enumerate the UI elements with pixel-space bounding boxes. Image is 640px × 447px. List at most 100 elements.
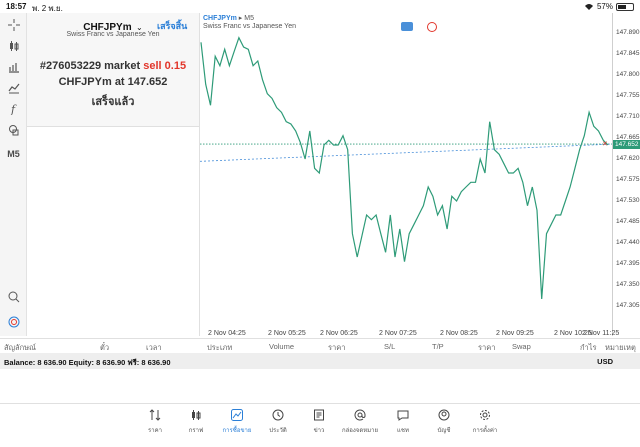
objects-icon[interactable] [4, 122, 23, 138]
chart-plot[interactable]: ✕ [200, 13, 613, 336]
y-tick-label: 147.800 [616, 71, 640, 78]
nav-label: กราฟ [188, 428, 204, 434]
chart-toolbar: f M5 [0, 13, 27, 336]
y-tick-label: 147.575 [616, 176, 640, 183]
y-tick-label: 147.755 [616, 92, 640, 99]
column-ticket[interactable]: ตั๋ว [100, 343, 110, 352]
y-tick-label: 147.620 [616, 155, 640, 162]
column-swap[interactable]: Swap [512, 342, 531, 351]
x-tick-label: 2 Nov 05:25 [268, 330, 306, 337]
column-type[interactable]: ประเภท [207, 343, 233, 352]
x-tick-label: 2 Nov 08:25 [440, 330, 478, 337]
column-price[interactable]: ราคา [328, 343, 346, 352]
balance-summary: Balance: 8 636.90 Equity: 8 636.90 ฟรี: … [4, 358, 171, 367]
order-symbol-description: Swiss Franc vs Japanese Yen [66, 31, 160, 38]
account-currency: USD [597, 357, 613, 366]
order-result-panel: CHFJPYm ⌄ เสร็จสิ้น Swiss Franc vs Japan… [27, 13, 199, 127]
balance-bar: Balance: 8 636.90 Equity: 8 636.90 ฟรี: … [0, 353, 640, 369]
chart-description: Swiss Franc vs Japanese Yen [203, 23, 296, 30]
timeframe-button[interactable]: M5 [7, 149, 20, 159]
chart-symbol: CHFJPYm [203, 15, 237, 22]
nav-mailbox[interactable]: กล่องจดหมาย [340, 409, 380, 435]
arrows-updown-icon [135, 409, 175, 423]
news-icon [299, 409, 339, 423]
nav-label: ข่าว [313, 428, 325, 434]
trade-levels-icon[interactable] [427, 22, 437, 32]
current-price-label: 147.652 [613, 139, 640, 149]
one-click-trading-icon[interactable] [401, 22, 413, 31]
status-date: พ. 2 พ.ย. [32, 4, 63, 13]
price-axis: 147.890 147.845 147.800 147.755 147.710 147.6… [612, 13, 640, 336]
history-icon [258, 409, 298, 423]
nav-chat[interactable]: แชท [383, 409, 423, 435]
y-tick-label: 147.440 [616, 239, 640, 246]
status-time: 18:57 [6, 2, 27, 11]
candles-icon[interactable] [4, 38, 23, 54]
nav-label: แชท [397, 428, 409, 434]
battery-icon [616, 2, 634, 11]
crosshair-icon[interactable] [4, 17, 23, 33]
order-result-line-1: #276053229 market sell 0.15 [27, 60, 199, 72]
column-sl[interactable]: S/L [384, 342, 396, 351]
y-tick-label: 147.890 [616, 29, 640, 36]
y-tick-label: 147.395 [616, 260, 640, 267]
y-tick-label: 147.710 [616, 113, 640, 120]
account-icon [424, 409, 464, 423]
order-symbol[interactable]: CHFJPYm [83, 22, 132, 33]
y-tick-label: 147.530 [616, 197, 640, 204]
x-tick-label: 2 Nov 09:25 [496, 330, 534, 337]
column-comment[interactable]: หมายเหตุ [605, 343, 636, 352]
bars-icon[interactable] [4, 59, 23, 75]
nav-label: กล่องจดหมาย [341, 428, 379, 434]
nav-label: การซื้อขาย [222, 428, 252, 434]
y-tick-label: 147.845 [616, 50, 640, 57]
nav-label: การตั้งค่า [472, 428, 498, 434]
column-tp[interactable]: T/P [432, 342, 444, 351]
x-tick-label: 2 Nov 06:25 [320, 330, 358, 337]
blank-area [27, 127, 199, 336]
nav-label: บัญชี [437, 428, 451, 434]
zoom-icon[interactable] [4, 289, 23, 305]
x-tick-label: 2 Nov 11:25 [582, 330, 620, 337]
nav-settings[interactable]: การตั้งค่า [465, 409, 505, 435]
nav-history[interactable]: ประวัติ [258, 409, 298, 435]
nav-news[interactable]: ข่าว [299, 409, 339, 435]
battery-percent: 57% [596, 2, 613, 11]
chat-icon [383, 409, 423, 423]
order-level-line[interactable] [200, 143, 613, 162]
price-chart[interactable]: ✕ CHFJPYm ▸ M5 Swiss Franc vs Japanese Y… [199, 13, 613, 336]
chevron-down-icon[interactable]: ⌄ [136, 23, 143, 32]
y-tick-label: 147.665 [616, 134, 640, 141]
x-tick-label: 2 Nov 04:25 [208, 330, 246, 337]
nav-account[interactable]: บัญชี [424, 409, 464, 435]
column-symbol[interactable]: สัญลักษณ์ [4, 343, 37, 352]
indicators-icon[interactable] [4, 80, 23, 96]
trade-columns-header: สัญลักษณ์ ตั๋ว เวลา ประเภท Volume ราคา S… [0, 338, 640, 352]
order-result-line-2: CHFJPYm at 147.652 [58, 76, 168, 88]
svg-text:f: f [10, 103, 17, 115]
order-id: #276053229 market [39, 60, 141, 72]
column-profit[interactable]: กำไร [580, 343, 597, 352]
nav-trade[interactable]: การซื้อขาย [217, 409, 257, 435]
wifi-icon [584, 3, 593, 10]
column-volume[interactable]: Volume [269, 342, 295, 351]
done-button[interactable]: เสร็จสิ้น [157, 21, 188, 31]
nav-label: ประวัติ [269, 428, 287, 434]
function-icon[interactable]: f [4, 101, 23, 117]
nav-charts[interactable]: กราฟ [176, 409, 216, 435]
chart-title: CHFJPYm ▸ M5 [203, 15, 254, 22]
sync-icon[interactable] [4, 314, 23, 330]
order-result-status: เสร็จแล้ว [91, 96, 135, 108]
sell-marker-icon: ✕ [602, 141, 608, 148]
chart-timeframe: M5 [244, 15, 254, 22]
status-bar: 18:57 พ. 2 พ.ย. 57% [0, 0, 640, 13]
nav-quotes[interactable]: ราคา [135, 409, 175, 435]
y-tick-label: 147.350 [616, 281, 640, 288]
column-current-price[interactable]: ราคา [478, 343, 496, 352]
column-time[interactable]: เวลา [146, 343, 162, 352]
y-tick-label: 147.305 [616, 302, 640, 309]
bottom-navigation: ราคา กราฟ การซื้อขาย ประวัติ ข่าว กล่องจ… [0, 403, 640, 447]
trade-chart-icon [217, 409, 257, 423]
candles-icon [176, 409, 216, 423]
y-tick-label: 147.485 [616, 218, 640, 225]
